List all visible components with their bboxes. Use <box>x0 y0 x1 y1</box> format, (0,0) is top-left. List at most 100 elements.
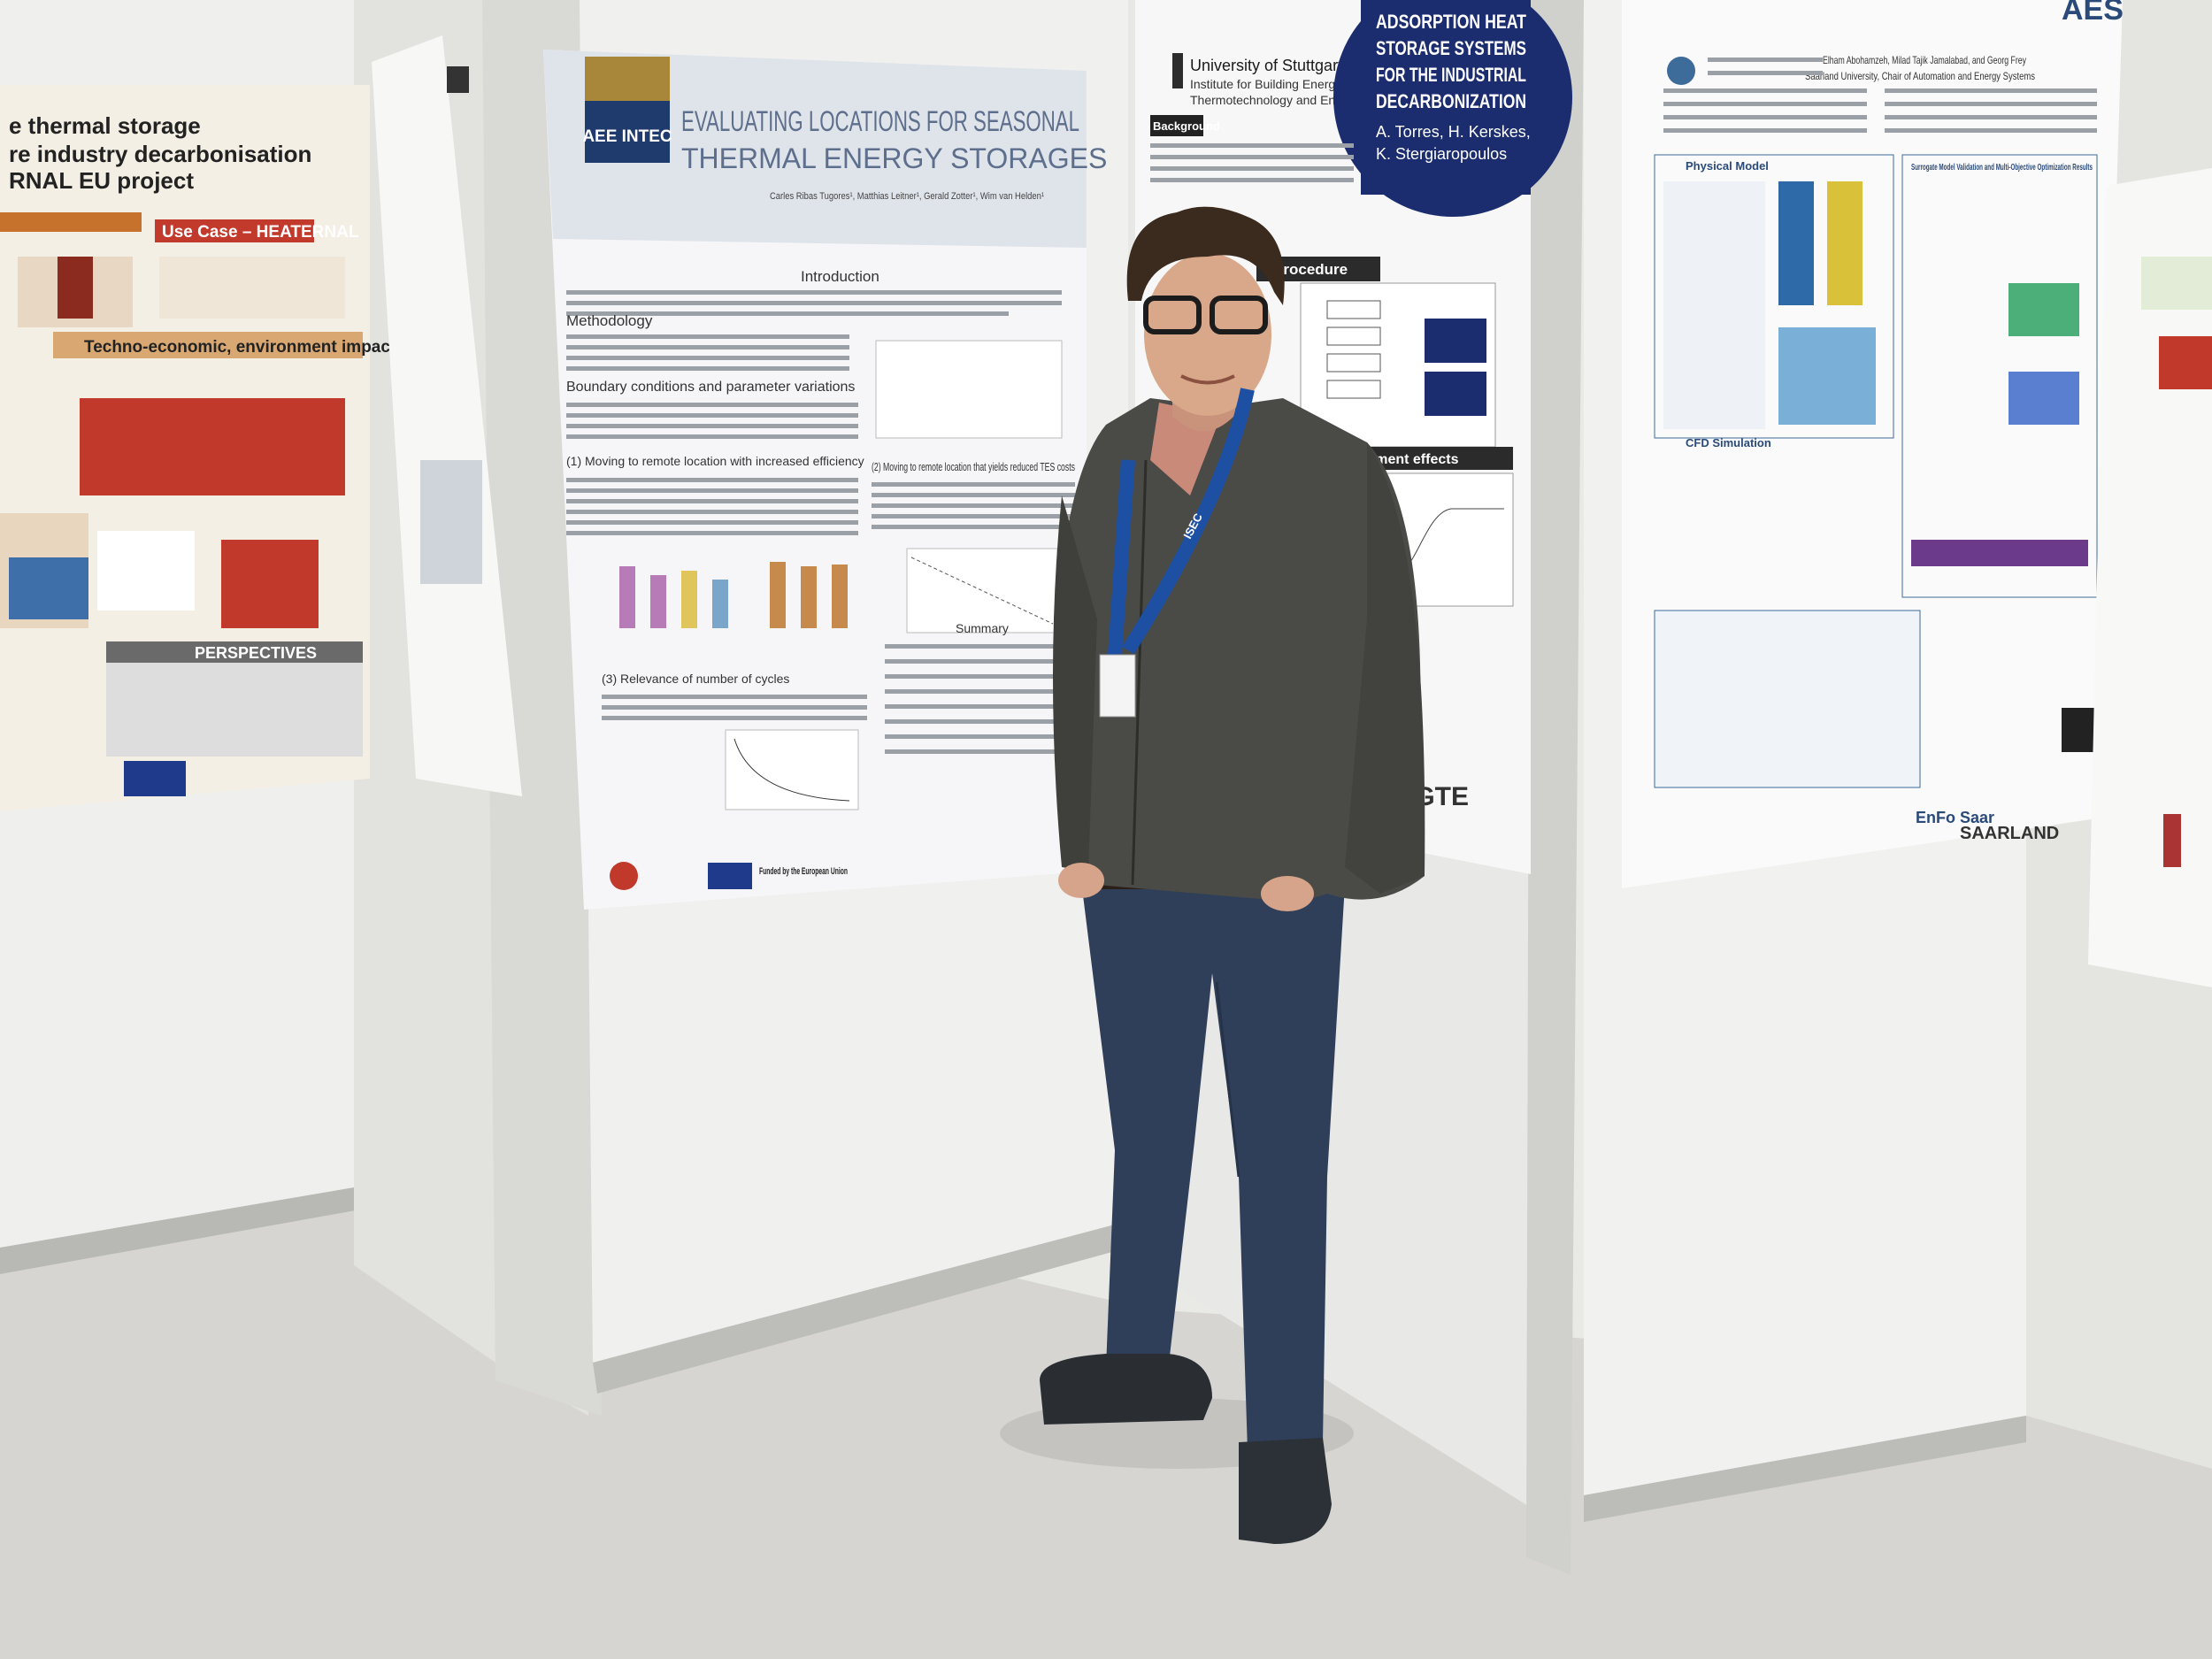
curve-figure <box>725 729 859 810</box>
panel-foot <box>0 1168 469 1274</box>
flow-box <box>1425 372 1486 416</box>
text-line <box>566 434 858 439</box>
sweater <box>1053 398 1425 902</box>
poster-title: EVALUATING LOCATIONS FOR SEASONAL <box>681 105 1079 137</box>
text-line <box>1885 115 2097 119</box>
section-heading: (1) Moving to remote location with incre… <box>566 454 864 468</box>
text-line <box>566 301 1062 305</box>
poster-title: ADSORPTION HEAT <box>1376 11 1526 33</box>
panel-foot <box>1584 1416 2026 1522</box>
smile <box>1180 374 1235 385</box>
text-line <box>872 514 1075 518</box>
hair <box>1126 206 1285 305</box>
text-line <box>566 334 849 339</box>
figure-bar <box>832 565 848 628</box>
table <box>1663 181 1765 429</box>
table <box>80 398 345 495</box>
section-heading: Surrogate Model Validation and Multi-Obj… <box>1911 163 2093 173</box>
text-block <box>159 257 345 319</box>
eu-flag <box>708 863 752 889</box>
poster-title: STORAGE SYSTEMS <box>1376 37 1526 59</box>
person: ISEC <box>1000 206 1425 1544</box>
line-figure <box>906 548 1058 634</box>
text-line <box>872 493 1075 497</box>
text-line <box>885 659 1071 664</box>
text-block <box>2141 257 2212 310</box>
badge <box>1099 654 1136 718</box>
section-heading: procedure <box>1274 261 1348 278</box>
poster-title: FOR THE INDUSTRIAL <box>1376 64 1526 86</box>
institute: Institute for Building Energetics, <box>1190 77 1364 91</box>
text-line <box>1150 143 1354 148</box>
text-line <box>566 403 858 407</box>
figure <box>58 257 93 319</box>
section-band <box>106 641 363 663</box>
poster-authors: K. Stergiaropoulos <box>1376 145 1507 163</box>
jeans-seam <box>1215 981 1240 1178</box>
sleeve <box>1053 495 1097 872</box>
text-line <box>566 531 858 535</box>
section-frame <box>1654 154 1894 439</box>
figure <box>2008 283 2079 336</box>
text-line <box>566 520 858 525</box>
text-line <box>885 674 1071 679</box>
section-heading: CFD Simulation <box>1686 436 1771 449</box>
funding-text: Funded by the European Union <box>759 866 848 877</box>
text-line <box>1663 88 1867 93</box>
figure <box>1778 327 1876 425</box>
zipper <box>1131 459 1148 886</box>
text-line <box>1708 58 1823 62</box>
flow-box <box>1326 300 1381 319</box>
text-line <box>885 644 1071 649</box>
jeans <box>1079 867 1345 1451</box>
text-line <box>566 510 858 514</box>
text-line <box>885 704 1071 709</box>
figure <box>1778 181 1814 305</box>
figure <box>2159 336 2212 389</box>
left-poster: e thermal storage re industry decarbonis… <box>0 85 396 811</box>
hand <box>1261 876 1314 911</box>
glasses <box>1210 296 1268 334</box>
flow-box <box>1326 326 1381 346</box>
logo-text: SAARLAND <box>1960 824 2059 843</box>
text-line <box>566 290 1062 295</box>
narrow-poster <box>372 35 522 796</box>
text-line <box>1708 71 1823 75</box>
figure-bar <box>801 566 817 628</box>
figure <box>97 531 195 611</box>
figure-line <box>910 557 1054 625</box>
section-heading: atment effects <box>1363 452 1459 467</box>
section-heading: Introduction <box>801 268 879 285</box>
text-line <box>885 749 1071 754</box>
flowchart <box>1654 610 1921 788</box>
logo-mark <box>1172 53 1183 88</box>
section-band <box>53 332 363 358</box>
lanyard <box>1122 388 1255 655</box>
figure-bar <box>770 562 786 628</box>
flow-box <box>1326 380 1381 399</box>
qr-code <box>447 66 469 93</box>
figure <box>9 557 88 619</box>
section-band <box>0 212 142 232</box>
text-line <box>1885 128 2097 133</box>
poster-title: re industry decarbonisation <box>9 141 311 167</box>
far-right-poster <box>2088 168 2212 987</box>
section-heading: Background <box>1153 119 1220 133</box>
section-heading: Boundary conditions and parameter variat… <box>566 380 855 395</box>
diagram <box>875 340 1063 439</box>
text-line <box>566 424 858 428</box>
text-line <box>1663 128 1867 133</box>
text-line <box>566 311 1009 316</box>
text-line <box>566 345 849 349</box>
figure <box>2008 372 2079 425</box>
figure-curve <box>733 738 850 802</box>
text-line <box>885 689 1071 694</box>
logo <box>585 101 670 163</box>
face <box>1144 253 1271 416</box>
section-heading: Techno-economic, environment impact <box>84 338 396 357</box>
affiliation: Saarland University, Chair of Automation… <box>1805 70 2035 82</box>
section-heading: Methodology <box>566 312 653 329</box>
